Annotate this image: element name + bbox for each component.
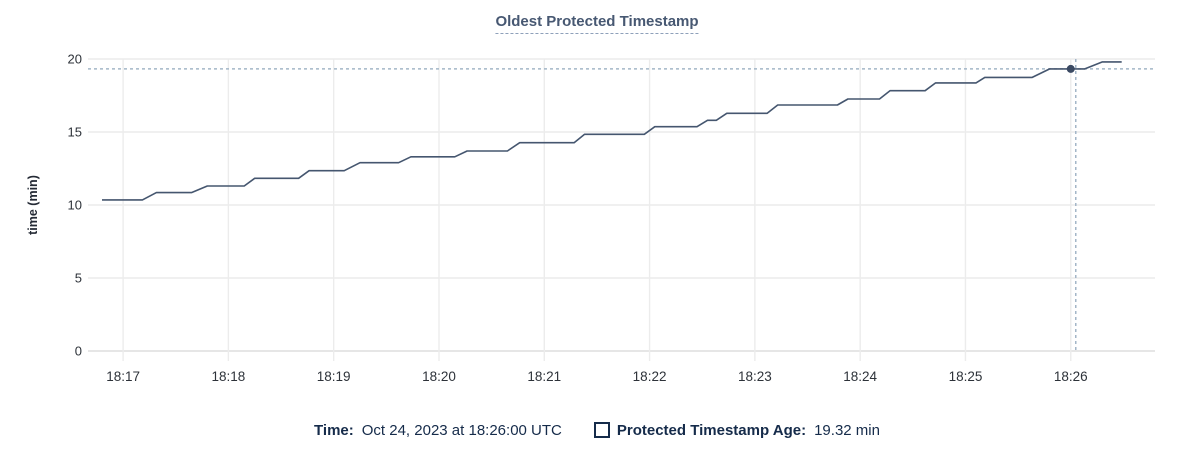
series-checkbox-icon[interactable] [593,422,610,438]
x-axis-tick-label: 18:17 [106,369,140,384]
x-axis-tick-label: 18:19 [317,369,351,384]
x-axis-tick-label: 18:25 [949,369,983,384]
x-axis-tick-label: 18:21 [527,369,561,384]
legend-series-value: 19.32 min [814,421,880,439]
y-axis-tick-label: 15 [68,125,82,140]
x-axis-tick-label: 18:23 [738,369,772,384]
legend-series-protected-timestamp-age[interactable]: Protected Timestamp Age: 19.32 min [593,421,880,439]
y-gridlines: 0 5 10 15 20 [68,52,1155,359]
chart-title[interactable]: Oldest Protected Timestamp [495,13,699,34]
x-axis-tick-label: 18:18 [211,369,245,384]
x-axis-tick-label: 18:24 [843,369,877,384]
y-axis-tick-label: 5 [75,271,82,286]
legend-time-value: Oct 24, 2023 at 18:26:00 UTC [361,421,562,439]
y-axis-tick-label: 10 [68,198,82,213]
x-axis-tick-label: 18:26 [1054,369,1088,384]
x-axis-tick-label: 18:22 [633,369,667,384]
legend-time-label: Time: [314,421,354,439]
legend-series-label: Protected Timestamp Age: [616,421,807,439]
y-axis-tick-label: 0 [75,344,82,359]
x-axis-tick-label: 18:20 [422,369,456,384]
legend-time: Time: Oct 24, 2023 at 18:26:00 UTC [314,422,562,439]
series-line-protected-timestamp-age [102,61,1122,201]
hover-point-dot [1066,64,1075,73]
x-gridlines: 18:17 18:18 18:19 18:20 18:21 18:22 18:23 18:24… [106,59,1088,384]
y-axis-tick-label: 20 [68,52,82,67]
chart-legend: Time: Oct 24, 2023 at 18:26:00 UTC Prote… [0,417,1194,443]
